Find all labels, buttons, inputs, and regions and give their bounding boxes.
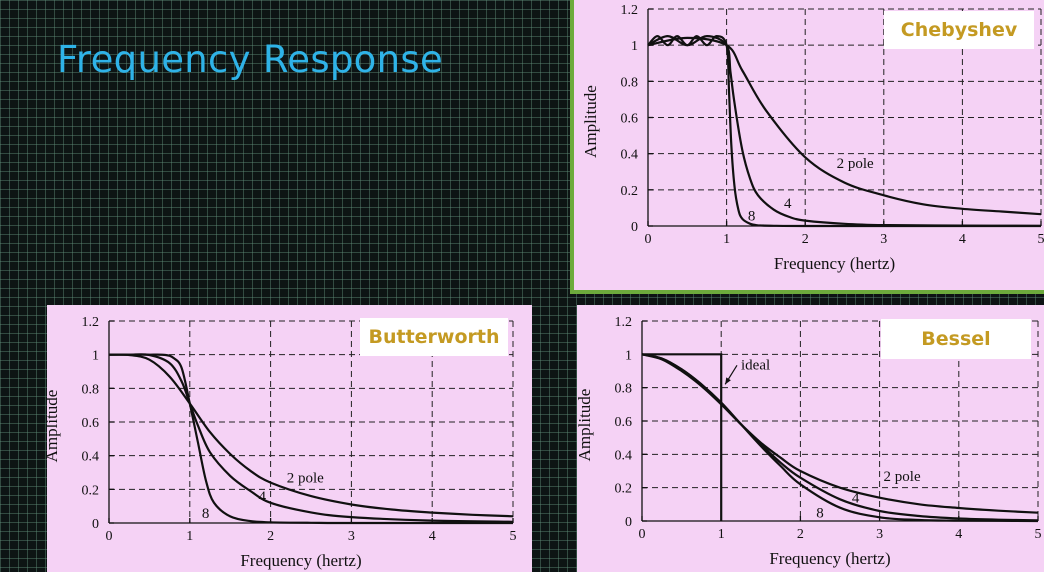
x-axis-label: Frequency (hertz) bbox=[240, 551, 361, 570]
y-tick-label: 0.2 bbox=[621, 184, 639, 199]
chart-title-chebyshev: Chebyshev bbox=[884, 11, 1034, 49]
series-line-4 bbox=[641, 353, 1039, 522]
x-tick-label: 1 bbox=[723, 232, 730, 247]
y-tick-label: 0 bbox=[631, 220, 638, 235]
bessel-plot: 0 1 2 3 4 5 0 0.2 0.4 0.6 0.8 1 1.2 Frequency (hertz)… bbox=[577, 315, 1042, 568]
x-tick-label: 0 bbox=[639, 527, 646, 542]
x-tick-label: 3 bbox=[876, 527, 883, 542]
y-tick-label: 0.4 bbox=[615, 448, 633, 463]
annotation-label: 8 bbox=[202, 506, 210, 522]
series-line-ideal bbox=[642, 353, 723, 521]
x-tick-label: 5 bbox=[510, 529, 517, 544]
series-line-8 bbox=[647, 34, 1041, 228]
y-tick-label: 0.4 bbox=[82, 450, 100, 465]
x-tick-label: 2 bbox=[267, 529, 274, 544]
x-axis-label: Frequency (hertz) bbox=[774, 254, 895, 273]
annotation-label: 8 bbox=[748, 209, 756, 225]
x-tick-label: 0 bbox=[106, 529, 113, 544]
chebyshev-plot: 0 1 2 3 4 5 0 0.2 0.4 0.6 0.8 1 1.2 Frequency (hertz)… bbox=[581, 3, 1044, 273]
y-tick-label: 0 bbox=[92, 517, 99, 532]
x-tick-label: 4 bbox=[955, 527, 962, 542]
annotation-label: 2 pole bbox=[884, 469, 921, 485]
y-tick-label: 1 bbox=[631, 39, 638, 54]
x-tick-label: 5 bbox=[1038, 232, 1044, 247]
y-axis-label: Amplitude bbox=[577, 389, 594, 462]
y-tick-label: 0 bbox=[625, 515, 632, 530]
x-tick-label: 0 bbox=[645, 232, 652, 247]
y-tick-label: 0.6 bbox=[621, 112, 639, 127]
y-tick-label: 1.2 bbox=[615, 315, 633, 330]
x-tick-label: 3 bbox=[880, 232, 887, 247]
series-line-2-pole bbox=[108, 353, 514, 518]
y-tick-label: 1.2 bbox=[621, 3, 639, 18]
x-axis-label: Frequency (hertz) bbox=[769, 549, 890, 568]
y-tick-label: 0.8 bbox=[615, 382, 633, 397]
y-axis-label: Amplitude bbox=[47, 390, 61, 463]
series-line-8 bbox=[108, 353, 513, 525]
y-tick-label: 1 bbox=[625, 348, 632, 363]
y-tick-label: 0.8 bbox=[621, 75, 639, 90]
annotation-label: 4 bbox=[852, 491, 860, 507]
y-axis-label: Amplitude bbox=[581, 85, 600, 158]
chart-panel-butterworth: 0 1 2 3 4 5 0 0.2 0.4 0.6 0.8 1 1.2 Frequency (hertz)… bbox=[47, 305, 532, 572]
annotation-arrowhead bbox=[725, 377, 731, 385]
chart-title-bessel: Bessel bbox=[881, 319, 1031, 359]
series-line-4 bbox=[647, 34, 1042, 227]
x-tick-label: 4 bbox=[429, 529, 436, 544]
x-tick-label: 4 bbox=[959, 232, 966, 247]
series-line-2-pole bbox=[641, 353, 1039, 514]
annotation-label: ideal bbox=[741, 357, 770, 373]
y-tick-label: 0.4 bbox=[621, 148, 639, 163]
y-tick-label: 0.2 bbox=[615, 482, 633, 497]
y-tick-label: 1 bbox=[92, 349, 99, 364]
y-tick-label: 0.2 bbox=[82, 483, 100, 498]
x-tick-label: 2 bbox=[802, 232, 809, 247]
series-line-8 bbox=[641, 353, 1039, 523]
series-line-4 bbox=[108, 353, 514, 523]
y-tick-label: 0.6 bbox=[615, 415, 633, 430]
x-tick-label: 2 bbox=[797, 527, 804, 542]
x-tick-label: 1 bbox=[718, 527, 725, 542]
y-tick-label: 0.6 bbox=[82, 416, 100, 431]
butterworth-plot: 0 1 2 3 4 5 0 0.2 0.4 0.6 0.8 1 1.2 Frequency (hertz)… bbox=[47, 315, 517, 570]
y-tick-label: 1.2 bbox=[82, 315, 100, 330]
annotation-label: 4 bbox=[784, 196, 792, 212]
y-tick-label: 0.8 bbox=[82, 382, 100, 397]
chart-title-butterworth: Butterworth bbox=[360, 318, 508, 356]
page-title: Frequency Response bbox=[57, 38, 444, 81]
chart-panel-chebyshev: 0 1 2 3 4 5 0 0.2 0.4 0.6 0.8 1 1.2 Frequency (hertz)… bbox=[570, 0, 1044, 294]
annotation-label: 2 pole bbox=[837, 156, 874, 172]
x-tick-label: 3 bbox=[348, 529, 355, 544]
annotation-label: 8 bbox=[816, 506, 824, 522]
x-tick-label: 1 bbox=[186, 529, 193, 544]
series-line-2-pole bbox=[647, 36, 1042, 216]
chart-panel-bessel: 0 1 2 3 4 5 0 0.2 0.4 0.6 0.8 1 1.2 Frequency (hertz)… bbox=[577, 305, 1044, 572]
annotation-label: 4 bbox=[258, 489, 266, 505]
annotation-label: 2 pole bbox=[287, 471, 324, 487]
x-tick-label: 5 bbox=[1035, 527, 1042, 542]
